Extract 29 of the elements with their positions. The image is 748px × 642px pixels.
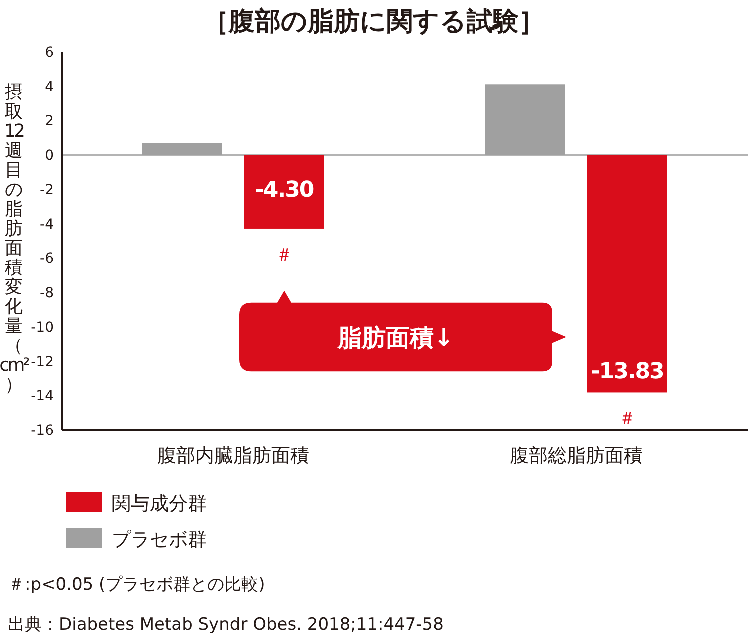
bar: [244, 155, 324, 229]
data-label: -13.83: [591, 360, 664, 385]
y-tick-label: -10: [31, 320, 54, 336]
y-tick-label: 0: [45, 148, 54, 164]
source-note: 出典：Diabetes Metab Syndr Obes. 2018;11:447-58: [8, 615, 444, 635]
y-tick-label: -16: [31, 423, 54, 439]
y-tick-label: 2: [45, 114, 54, 130]
y-tick-label: -12: [31, 354, 54, 370]
y-tick-label: 6: [45, 45, 54, 61]
chart-title: ［腹部の脂肪に関する試験］: [203, 7, 545, 37]
annotation: ＃: [618, 408, 636, 430]
y-tick-label: -6: [40, 251, 54, 268]
annotation: 脂肪面積↓: [336, 324, 454, 352]
bar: [486, 84, 566, 156]
legend-label: 関与成分群: [112, 493, 207, 515]
x-tick-label: 腹部内臓脂肪面積: [158, 445, 310, 467]
bar: [142, 143, 222, 156]
y-tick-label: -4: [40, 216, 54, 233]
y-tick-label: -14: [31, 388, 54, 405]
bar: [588, 155, 668, 393]
y-tick-label: -8: [40, 286, 54, 302]
text: ＃:p<0.05 (プラセボ群との比較): [8, 575, 266, 595]
annotation: ＃: [276, 244, 294, 266]
y-tick-label: -2: [40, 182, 54, 198]
data-label: -4.30: [255, 178, 314, 204]
x-tick-label: 腹部総脂肪面積: [510, 445, 643, 467]
legend-label: プラセボ群: [112, 529, 207, 551]
y-tick-label: 4: [45, 79, 54, 96]
text: 摂取12週目の脂肪面積変化量（cm²）: [0, 82, 28, 396]
